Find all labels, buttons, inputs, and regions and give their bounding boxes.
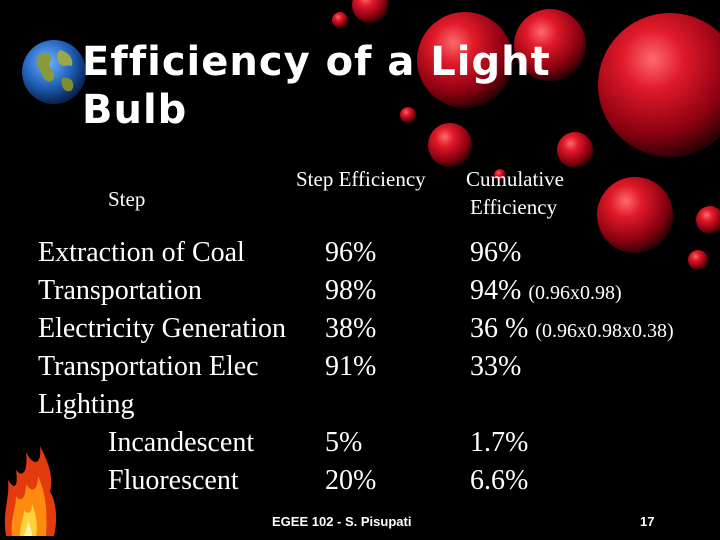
step-name: Lighting <box>38 389 135 420</box>
calculation-note: (0.96x0.98x0.38) <box>535 320 674 342</box>
slide-title: Efficiency of a Light Bulb <box>82 39 551 133</box>
cumulative-efficiency-value: 33% <box>470 351 522 382</box>
calculation-note: (0.96x0.98) <box>528 282 622 304</box>
step-efficiency-value: 5% <box>325 427 363 458</box>
cumulative-efficiency-value: 1.7% <box>470 427 529 458</box>
step-efficiency-value: 91% <box>325 351 377 382</box>
step-efficiency-value: 98% <box>325 275 377 306</box>
header-efficiency: Efficiency <box>470 195 558 219</box>
red-spheres-decoration <box>332 0 720 270</box>
globe-icon <box>22 40 86 104</box>
footer-course: EGEE 102 - S. Pisupati <box>272 514 412 529</box>
step-name: Electricity Generation <box>38 313 286 344</box>
header-cumulative: Cumulative <box>466 167 564 191</box>
header-step: Step <box>108 187 146 211</box>
cumulative-efficiency-value: 94% (0.96x0.98) <box>470 276 622 308</box>
cumulative-efficiency-value: 36 % (0.96x0.98x0.38) <box>470 314 674 346</box>
cumulative-value: 36 % <box>470 313 529 344</box>
page-number: 17 <box>640 514 655 529</box>
step-name: Fluorescent <box>108 465 239 496</box>
step-name: Incandescent <box>108 427 255 458</box>
step-name: Extraction of Coal <box>38 237 245 268</box>
step-name: Transportation Elec <box>38 351 259 382</box>
step-name: Transportation <box>38 275 202 306</box>
step-efficiency-value: 96% <box>325 237 377 268</box>
fire-icon <box>4 446 57 536</box>
cumulative-efficiency-value: 96% <box>470 237 522 268</box>
step-efficiency-value: 38% <box>325 313 377 344</box>
header-step-efficiency: Step Efficiency <box>296 167 426 191</box>
cumulative-value: 94% <box>470 275 522 306</box>
step-efficiency-value: 20% <box>325 465 377 496</box>
cumulative-efficiency-value: 6.6% <box>470 465 529 496</box>
